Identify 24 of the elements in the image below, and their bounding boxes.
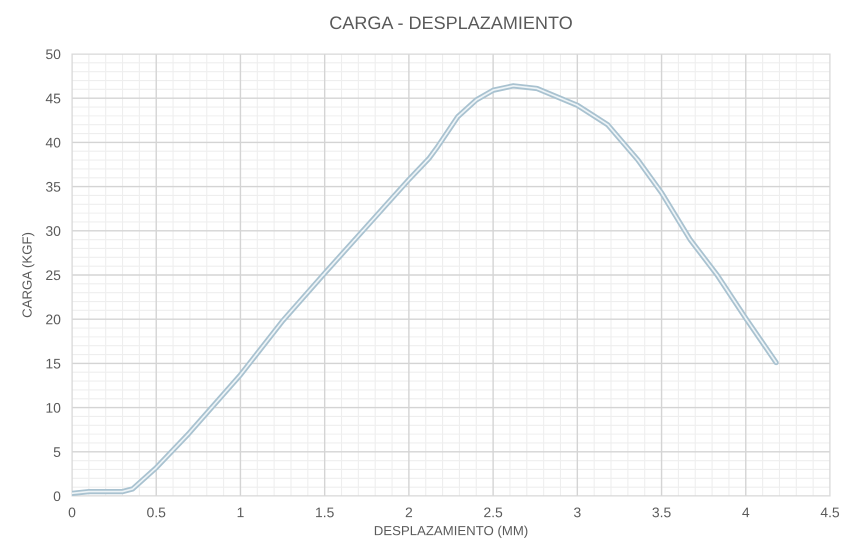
y-tick-label: 5 — [54, 447, 60, 457]
y-tick-label: 20 — [46, 314, 60, 324]
x-tick-label: 0 — [68, 507, 76, 518]
y-tick-label: 15 — [46, 358, 60, 369]
y-tick-label: 30 — [46, 226, 60, 236]
y-tick-label: 45 — [46, 94, 60, 104]
x-tick-label: 1.5 — [316, 508, 334, 518]
y-axis-title: CARGA (KGF) — [22, 232, 34, 318]
x-tick-label: 2.5 — [484, 507, 502, 518]
x-tick-label: 2 — [406, 507, 412, 518]
x-tick-label: 4.5 — [820, 508, 840, 518]
x-tick-label: 4 — [742, 508, 750, 518]
x-tick-label: 1 — [238, 508, 244, 518]
y-tick-label: 10 — [46, 402, 60, 413]
y-tick-label: 50 — [46, 49, 60, 60]
y-tick-label: 25 — [46, 270, 60, 280]
y-tick-label: 35 — [46, 182, 60, 192]
y-tick-label: 40 — [46, 138, 60, 148]
y-tick-label: 0 — [54, 491, 60, 502]
x-tick-label: 3 — [574, 507, 581, 518]
chart-title: CARGA - DESPLAZAMIENTO — [330, 16, 572, 30]
x-tick-label: 3.5 — [652, 507, 671, 518]
x-axis-title: DESPLAZAMIENTO (MM) — [374, 526, 528, 538]
x-tick-label: 0.5 — [147, 507, 166, 518]
